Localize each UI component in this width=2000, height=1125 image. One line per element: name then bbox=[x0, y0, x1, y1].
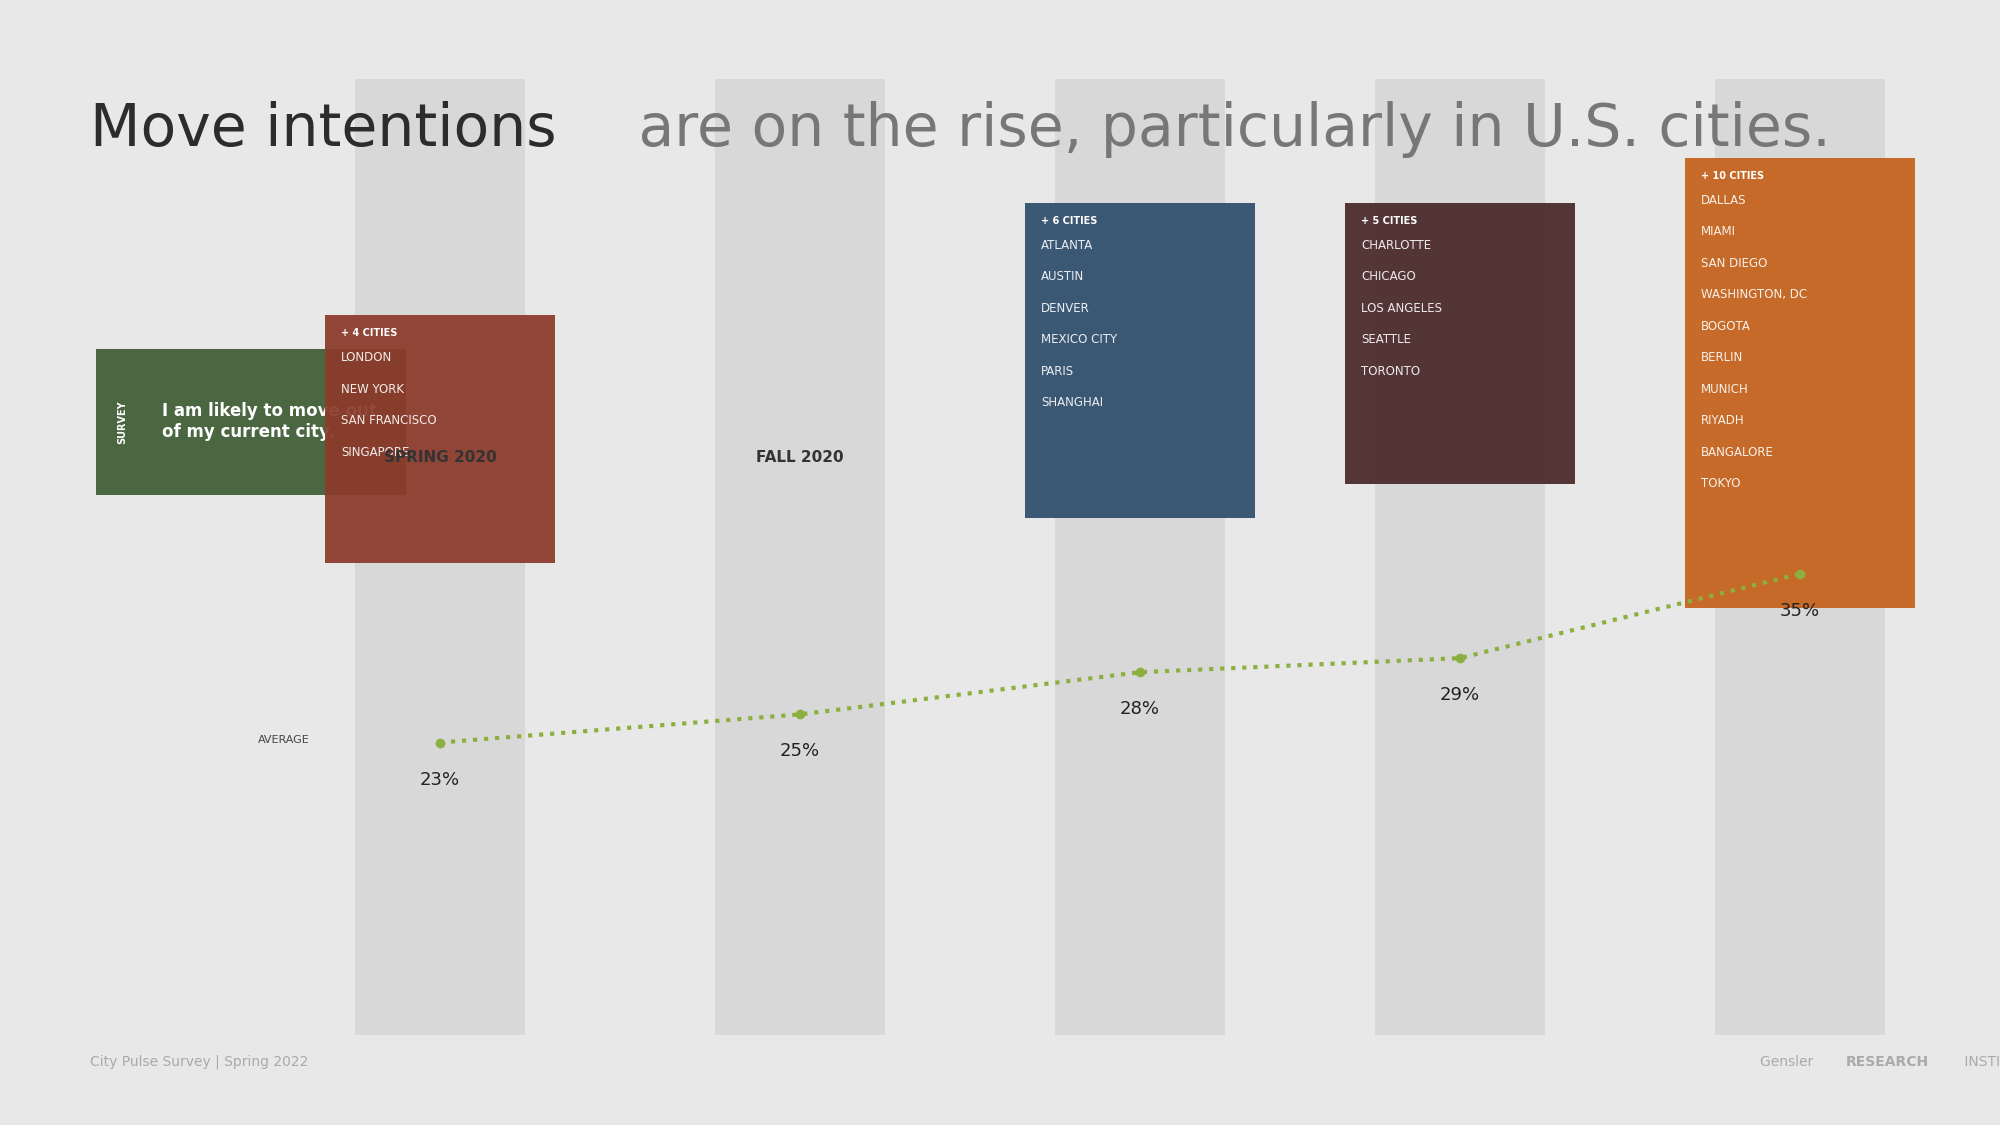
Text: SPRING 2020: SPRING 2020 bbox=[384, 450, 496, 465]
Text: LOS ANGELES: LOS ANGELES bbox=[1360, 302, 1442, 315]
Text: AVERAGE: AVERAGE bbox=[258, 736, 310, 745]
Text: LONDON: LONDON bbox=[340, 351, 392, 364]
FancyBboxPatch shape bbox=[1344, 202, 1576, 484]
FancyBboxPatch shape bbox=[324, 315, 556, 562]
Text: Gensler: Gensler bbox=[1760, 1055, 1818, 1069]
Text: MEXICO CITY: MEXICO CITY bbox=[1040, 333, 1118, 346]
Text: SHANGHAI: SHANGHAI bbox=[1040, 396, 1104, 410]
FancyBboxPatch shape bbox=[716, 79, 886, 1035]
Text: TOKYO: TOKYO bbox=[1700, 477, 1740, 490]
FancyBboxPatch shape bbox=[1056, 79, 1224, 1035]
Text: CHARLOTTE: CHARLOTTE bbox=[1360, 238, 1432, 252]
FancyBboxPatch shape bbox=[356, 79, 524, 1035]
Text: WASHINGTON, DC: WASHINGTON, DC bbox=[1700, 288, 1808, 302]
Text: DENVER: DENVER bbox=[1040, 302, 1090, 315]
Text: 25%: 25% bbox=[780, 742, 820, 760]
Text: BERLIN: BERLIN bbox=[1700, 351, 1744, 364]
Text: 23%: 23% bbox=[420, 771, 460, 789]
Text: + 4 CITIES: + 4 CITIES bbox=[340, 328, 398, 339]
Text: FALL 2020: FALL 2020 bbox=[756, 450, 844, 465]
Text: Move intentions: Move intentions bbox=[90, 101, 556, 159]
FancyBboxPatch shape bbox=[1024, 202, 1256, 518]
Text: RIYADH: RIYADH bbox=[1700, 414, 1744, 428]
Text: SURVEY: SURVEY bbox=[116, 400, 128, 443]
FancyBboxPatch shape bbox=[1684, 158, 1916, 608]
Text: SEATTLE: SEATTLE bbox=[1360, 333, 1412, 346]
Text: SAN FRANCISCO: SAN FRANCISCO bbox=[340, 414, 436, 428]
Text: MUNICH: MUNICH bbox=[1700, 382, 1748, 396]
Text: are on the rise, particularly in U.S. cities.: are on the rise, particularly in U.S. ci… bbox=[620, 101, 1830, 159]
Text: AUSTIN: AUSTIN bbox=[1040, 270, 1084, 284]
Text: 28%: 28% bbox=[1120, 700, 1160, 718]
Text: ATLANTA: ATLANTA bbox=[1040, 238, 1094, 252]
FancyBboxPatch shape bbox=[96, 349, 406, 495]
Text: + 5 CITIES: + 5 CITIES bbox=[1360, 216, 1418, 226]
Text: BANGALORE: BANGALORE bbox=[1700, 446, 1774, 459]
FancyBboxPatch shape bbox=[1376, 79, 1544, 1035]
Text: CHICAGO: CHICAGO bbox=[1360, 270, 1416, 284]
Text: SAN DIEGO: SAN DIEGO bbox=[1700, 256, 1768, 270]
FancyBboxPatch shape bbox=[1716, 79, 1884, 1035]
Text: I am likely to move out
of my current city.: I am likely to move out of my current ci… bbox=[162, 403, 376, 441]
Text: + 10 CITIES: + 10 CITIES bbox=[1700, 171, 1764, 181]
Text: NEW YORK: NEW YORK bbox=[340, 382, 404, 396]
Text: SINGAPORE: SINGAPORE bbox=[340, 446, 410, 459]
Text: INSTITUTE © 2022: INSTITUTE © 2022 bbox=[1960, 1055, 2000, 1069]
Text: RESEARCH: RESEARCH bbox=[1846, 1055, 1930, 1069]
Text: DALLAS: DALLAS bbox=[1700, 193, 1746, 207]
Text: 35%: 35% bbox=[1780, 602, 1820, 620]
Text: PARIS: PARIS bbox=[1040, 364, 1074, 378]
Text: MIAMI: MIAMI bbox=[1700, 225, 1736, 238]
Text: BOGOTA: BOGOTA bbox=[1700, 319, 1750, 333]
Text: 29%: 29% bbox=[1440, 686, 1480, 704]
Text: City Pulse Survey | Spring 2022: City Pulse Survey | Spring 2022 bbox=[90, 1054, 308, 1069]
Text: + 6 CITIES: + 6 CITIES bbox=[1040, 216, 1098, 226]
Text: TORONTO: TORONTO bbox=[1360, 364, 1420, 378]
